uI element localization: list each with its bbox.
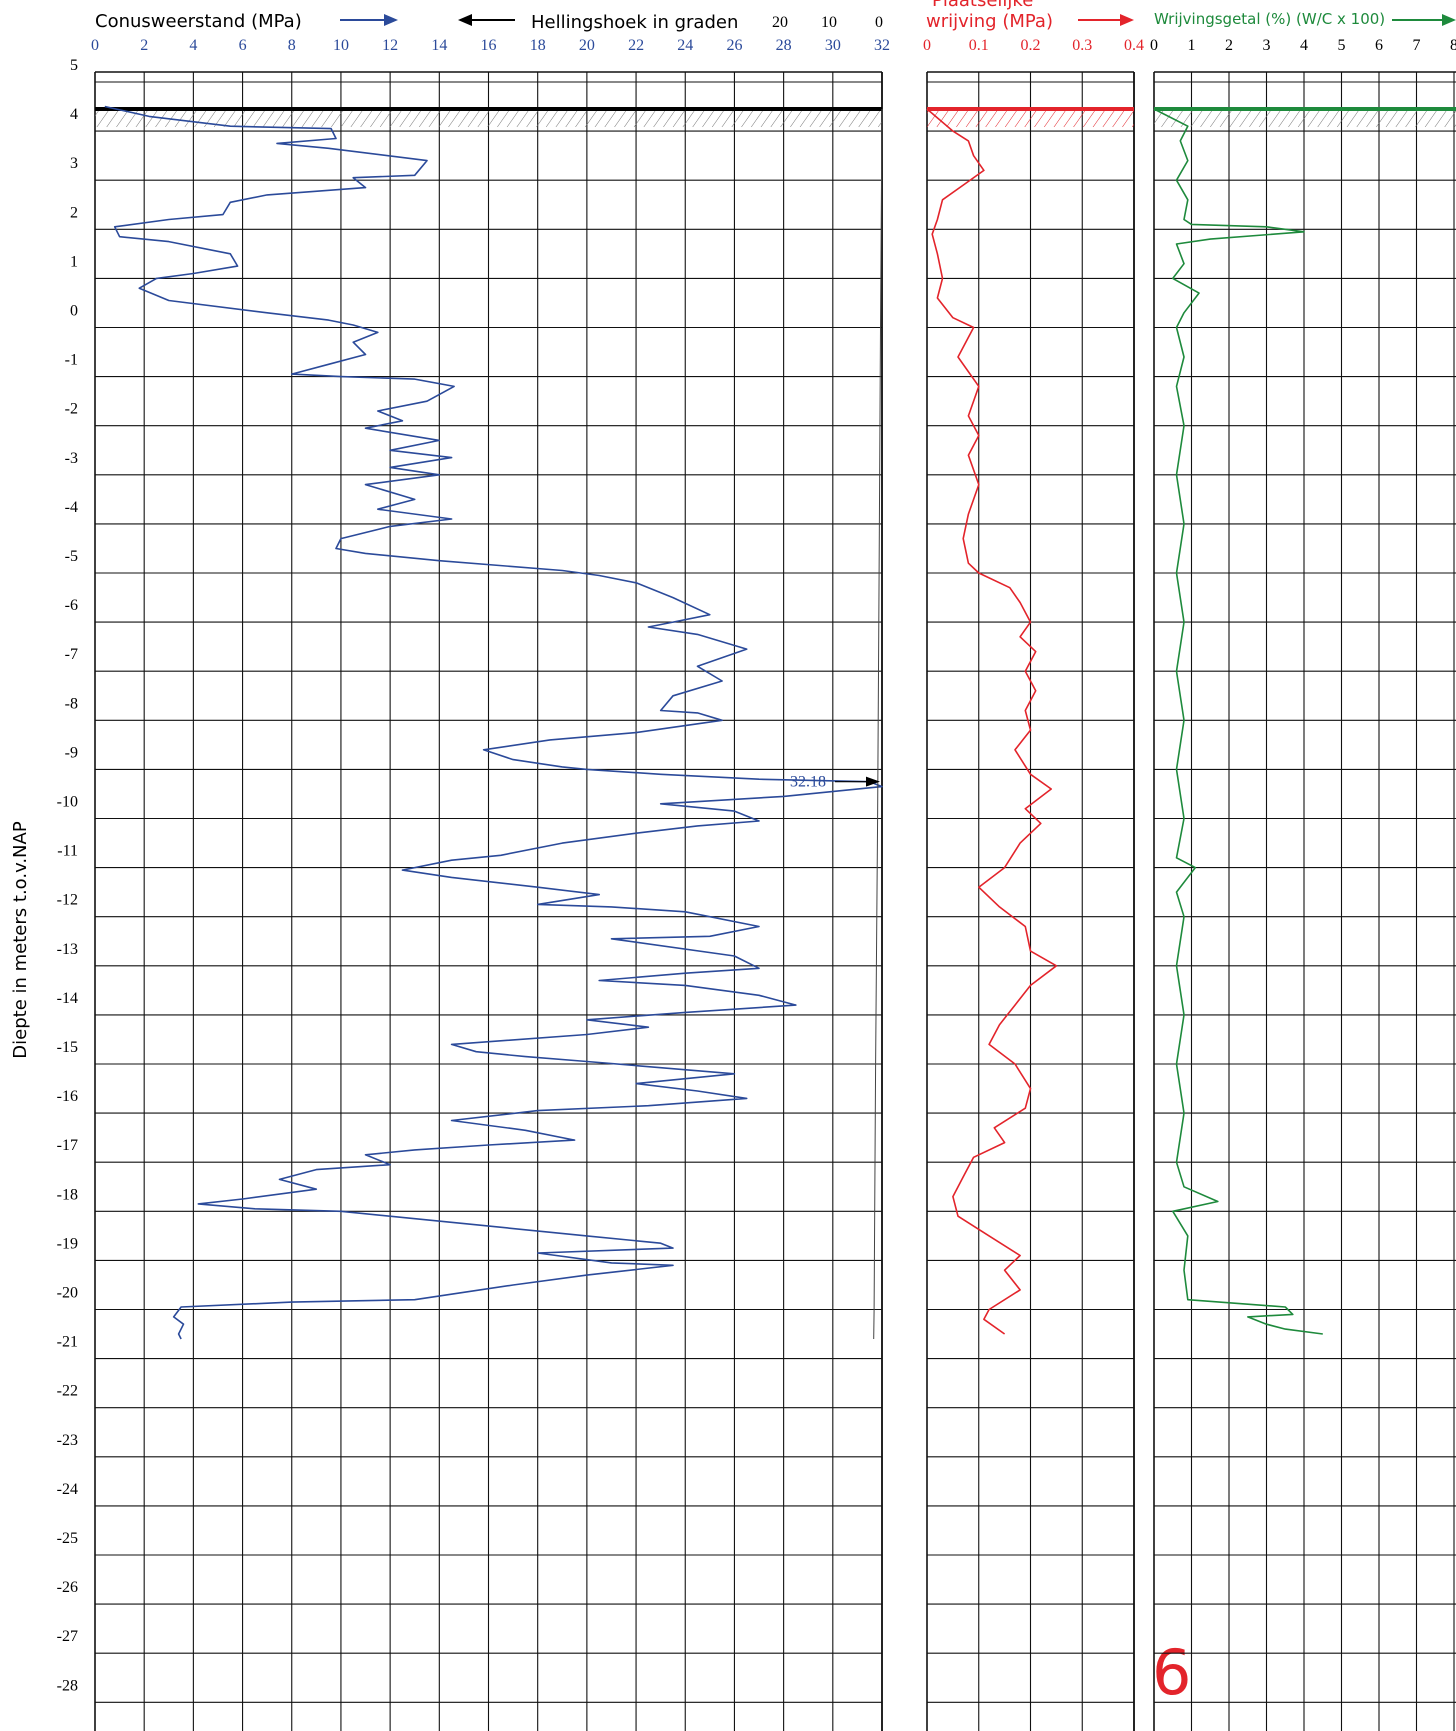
y-tick-label: 4	[70, 106, 78, 123]
cone-x-tick-label: 8	[288, 37, 296, 54]
y-tick-label: -26	[57, 1579, 78, 1596]
cone-x-tick-label: 6	[239, 37, 247, 54]
y-tick-label: -12	[57, 892, 78, 909]
cone_resistance-line	[104, 105, 883, 1340]
incline-line	[873, 108, 883, 1340]
friction_ratio-line	[1153, 108, 1323, 1335]
y-axis-label: Diepte in meters t.o.v.NAP	[10, 821, 31, 1059]
cone-x-tick-label: 24	[677, 37, 693, 54]
annotation-arrowhead	[866, 776, 880, 787]
y-tick-label: -7	[65, 646, 78, 663]
cone-x-tick-label: 2	[140, 37, 148, 54]
ratio-x-tick-label: 8	[1450, 37, 1456, 54]
y-tick-label: 3	[70, 155, 78, 172]
ratio-x-tick-label: 3	[1263, 37, 1271, 54]
ratio-x-tick-label: 4	[1300, 37, 1308, 54]
cone-x-tick-label: 30	[825, 37, 841, 54]
cone-ground-hatch	[95, 109, 882, 128]
incline-title: Hellingshoek in graden	[531, 12, 738, 33]
cone-x-tick-label: 10	[333, 37, 349, 54]
y-tick-label: -1	[65, 352, 78, 369]
cone-x-tick-label: 18	[530, 37, 546, 54]
friction-ground-hatch	[927, 109, 1134, 128]
y-tick-label: -4	[65, 499, 78, 516]
cone-x-tick-label: 28	[776, 37, 792, 54]
incline-tick-0: 0	[875, 14, 883, 31]
cone-x-tick-label: 16	[481, 37, 497, 54]
y-tick-label: -14	[57, 990, 78, 1007]
ratio-x-tick-label: 6	[1375, 37, 1383, 54]
y-tick-label: -27	[57, 1628, 78, 1645]
y-tick-label: -23	[57, 1432, 78, 1449]
y-tick-label: -16	[57, 1088, 78, 1105]
friction-x-tick-label: 0.4	[1124, 37, 1144, 54]
friction-x-tick-label: 0.1	[969, 37, 989, 54]
grid-layer	[94, 71, 1456, 1731]
friction-x-tick-label: 0	[923, 37, 931, 54]
cone-arrow	[340, 14, 398, 26]
y-tick-label: -19	[57, 1235, 78, 1252]
y-tick-label: -10	[57, 794, 78, 811]
y-tick-label: -11	[57, 843, 78, 860]
peak-annotation: 32.18	[790, 774, 826, 791]
cone-x-tick-label: 0	[91, 37, 99, 54]
friction-title-1: Plaatselijke	[932, 0, 1033, 11]
cone-x-tick-label: 26	[726, 37, 742, 54]
incline-tick-10: 10	[821, 14, 837, 31]
ratio-x-tick-label: 5	[1338, 37, 1346, 54]
tick-layer: 0 2 4 6 8 10 12 14 16 18 20 22 24 26 28 30 32 0 0.1 0.2 0.3 0…	[57, 37, 1456, 1694]
friction-title-2: wrijving (MPa)	[926, 11, 1053, 32]
ratio-title: Wrijvingsgetal (%) (W/C x 100)	[1154, 10, 1385, 28]
y-tick-label: 2	[70, 204, 78, 221]
ratio-x-tick-label: 1	[1188, 37, 1196, 54]
cone-title: Conusweerstand (MPa)	[95, 11, 302, 32]
cone-x-tick-label: 22	[628, 37, 644, 54]
ratio-x-tick-label: 7	[1413, 37, 1421, 54]
friction-arrow	[1078, 14, 1134, 26]
y-tick-label: -8	[65, 695, 78, 712]
y-tick-label: -18	[57, 1186, 78, 1203]
ratio-arrow	[1392, 14, 1456, 26]
y-tick-label: -20	[57, 1285, 78, 1302]
y-tick-label: -6	[65, 597, 78, 614]
friction-x-tick-label: 0.2	[1021, 37, 1041, 54]
series-layer	[104, 105, 1323, 1340]
y-tick-label: -21	[57, 1334, 78, 1351]
incline-tick-20: 20	[772, 14, 788, 31]
y-tick-label: -28	[57, 1677, 78, 1694]
y-tick-label: -9	[65, 744, 78, 761]
ratio-x-tick-label: 2	[1225, 37, 1233, 54]
y-tick-label: -2	[65, 401, 78, 418]
ratio-x-tick-label: 0	[1150, 37, 1158, 54]
local_friction-line	[926, 108, 1058, 1335]
y-tick-label: 1	[70, 253, 78, 270]
page-number: 6	[1152, 1636, 1191, 1709]
incline-arrow	[458, 14, 515, 26]
y-tick-label: -24	[57, 1481, 78, 1498]
y-tick-label: -13	[57, 941, 78, 958]
ratio-ground-hatch	[1154, 109, 1456, 128]
cone-x-tick-label: 14	[431, 37, 447, 54]
y-tick-label: -5	[65, 548, 78, 565]
y-tick-label: -22	[57, 1383, 78, 1400]
cone-x-tick-label: 12	[382, 37, 398, 54]
friction-x-tick-label: 0.3	[1072, 37, 1092, 54]
y-tick-label: 5	[70, 57, 78, 74]
y-tick-label: -25	[57, 1530, 78, 1547]
y-tick-label: 0	[70, 303, 78, 320]
y-tick-label: -15	[57, 1039, 78, 1056]
y-tick-label: -3	[65, 450, 78, 467]
cone-x-tick-label: 20	[579, 37, 595, 54]
cone-x-tick-label: 32	[874, 37, 890, 54]
cone-x-tick-label: 4	[189, 37, 197, 54]
y-tick-label: -17	[57, 1137, 78, 1154]
